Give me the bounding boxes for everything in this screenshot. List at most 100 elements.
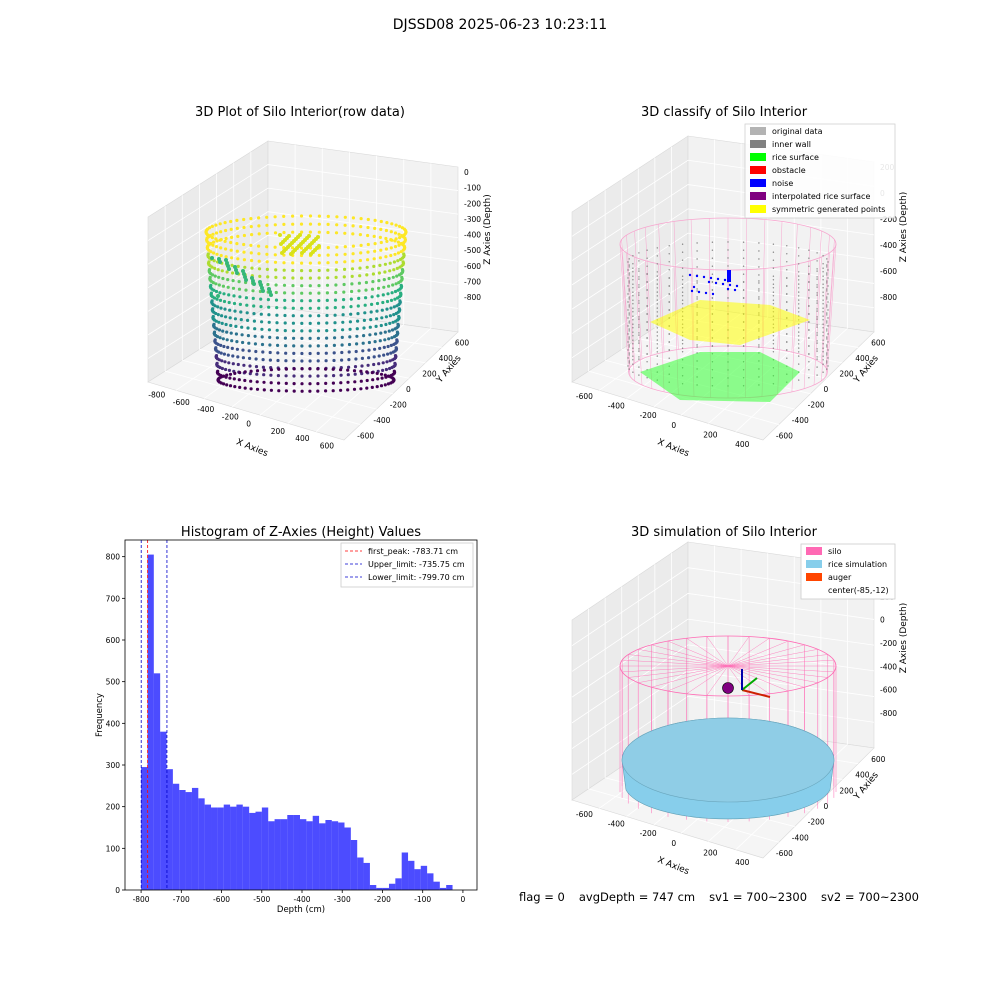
data-point [381,368,385,372]
data-point [241,269,245,273]
data-point [215,297,219,301]
legend-swatch [750,166,766,174]
data-point [249,243,253,247]
data-point [379,219,383,224]
y-tick-label: 600 [455,339,470,348]
data-point [350,267,355,271]
inner-wall-point [632,271,634,273]
inner-wall-point [816,276,818,278]
data-point [326,222,330,226]
data-point [221,337,225,341]
data-point [207,268,212,272]
noise-point [697,290,701,294]
inner-wall-point [786,333,788,335]
silo-wire [727,665,805,688]
inner-wall-point [632,335,634,337]
inner-wall-point [646,265,648,267]
data-point [373,249,377,253]
inner-wall-point [808,337,810,339]
data-point [308,299,312,303]
data-point [274,283,278,287]
data-point [377,354,381,358]
inner-wall-point [632,343,634,345]
data-point [308,214,313,218]
silo-wire [791,224,798,353]
data-point [369,318,373,322]
data-point [388,366,392,371]
data-point [365,273,369,277]
data-point [308,359,312,363]
data-point [305,236,309,240]
legend-label: first_peak: -783.71 cm [368,547,458,556]
data-point [236,362,240,367]
inner-wall-point [816,324,818,326]
inner-wall-point [656,311,658,313]
inner-wall-point [772,291,775,293]
inner-wall-point [827,333,829,335]
data-point [373,218,377,222]
data-point [261,358,265,362]
inner-wall-point [696,282,698,284]
data-point [292,389,296,393]
data-point [244,296,248,300]
data-point [224,255,228,259]
inner-wall-point [656,355,658,357]
data-point [317,284,321,288]
inner-wall-point [772,275,775,277]
inner-wall-point [638,316,640,318]
inner-wall-point [681,291,684,293]
inner-wall-point [632,331,634,333]
silo-wire [619,243,629,373]
inner-wall-point [628,354,630,356]
data-point [237,280,241,284]
data-point [225,330,229,334]
inner-wall-point [822,371,824,373]
inner-wall-point [758,280,760,282]
inner-wall-point [808,289,810,291]
data-point [372,257,376,261]
inner-wall-point [827,301,829,303]
data-point [293,248,297,252]
data-point [215,239,219,243]
y-tick-label: 0 [406,385,411,394]
data-point [308,261,312,265]
data-point [391,358,395,362]
x-tick-label: -300 [334,895,351,904]
data-point [257,224,261,228]
data-point [265,245,269,249]
data-point [361,349,365,353]
inner-wall-point [816,310,818,312]
data-point [389,381,393,385]
data-point [283,306,287,310]
inner-wall-point [656,283,658,285]
data-point [359,251,363,255]
data-point [333,321,337,325]
z-tick-label: -600 [880,267,897,276]
data-point [308,284,312,288]
inner-wall-point [638,286,640,288]
data-point [387,276,391,281]
data-point [242,217,246,222]
data-point [308,329,312,333]
data-point [364,280,368,285]
data-point [236,234,240,238]
data-point [404,229,408,233]
data-point [363,311,367,315]
inner-wall-point [638,308,640,310]
noise-point [714,281,718,285]
histogram-bar [249,812,256,890]
data-point [226,278,230,282]
inner-wall-point [628,346,630,348]
data-point [386,374,390,378]
inner-wall-point [638,348,640,350]
inner-wall-point [628,314,630,316]
inner-wall-point [627,365,629,367]
y-tick-label: -400 [373,416,390,425]
data-point [397,232,401,236]
data-point [389,298,394,302]
data-point [356,312,360,316]
data-point [300,389,304,393]
inner-wall-point [632,363,634,365]
data-point [339,373,343,377]
data-point [291,329,296,333]
